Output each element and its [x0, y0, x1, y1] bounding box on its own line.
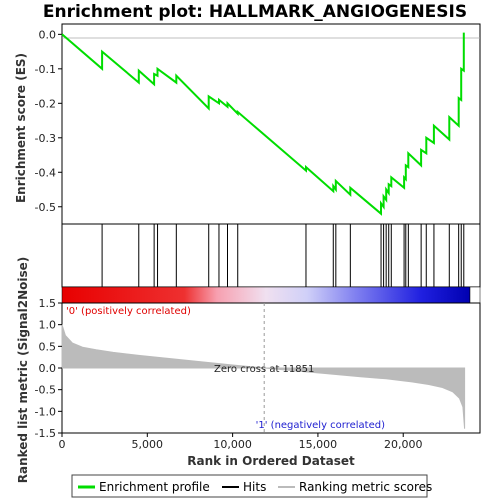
es-y-tick-label: -0.2: [35, 97, 56, 110]
legend-profile-label: Enrichment profile: [99, 480, 210, 494]
ranking-color-bar-end: [469, 286, 481, 304]
metric-y-tick-label: 1.5: [39, 297, 57, 310]
es-y-tick-label: -0.5: [35, 201, 56, 214]
legend-box: [71, 474, 428, 498]
zero-cross-label: Zero cross at 11851: [214, 364, 314, 375]
x-tick-label: 15,000: [299, 438, 338, 451]
x-axis-label: Rank in Ordered Dataset: [187, 454, 355, 468]
ranking-color-bar: [61, 286, 471, 304]
enrichment-profile-line: [61, 32, 465, 216]
x-tick-label: 10,000: [213, 438, 252, 451]
hits-panel-frame: [61, 223, 481, 288]
es-y-axis-label: Enrichment score (ES): [14, 53, 28, 203]
metric-y-tick-label: -1.5: [35, 427, 56, 440]
es-y-tick-label: -0.1: [35, 63, 56, 76]
es-y-tick-label: 0.0: [39, 28, 57, 41]
ranking-metric-area: [61, 324, 466, 429]
positive-correlation-label: '0' (positively correlated): [66, 306, 191, 317]
x-tick-label: 5,000: [132, 438, 164, 451]
negative-correlation-label: '1' (negatively correlated): [256, 420, 385, 431]
chart-title: Enrichment plot: HALLMARK_ANGIOGENESIS: [43, 2, 467, 22]
hit-marks: [101, 224, 465, 287]
metric-y-tick-label: -1.0: [35, 405, 56, 418]
x-axis: 0 5,000 10,000 15,000 20,000: [59, 433, 423, 451]
legend-metric-label: Ranking metric scores: [299, 480, 432, 494]
metric-y-axis: 1.5 1.0 0.5 0.0 -0.5 -1.0 -1.5: [35, 297, 62, 440]
metric-y-tick-label: 0.0: [39, 362, 57, 375]
es-y-axis: 0.0 -0.1 -0.2 -0.3 -0.4 -0.5: [35, 28, 62, 214]
metric-y-axis-label: Ranked list metric (Signal2Noise): [16, 257, 30, 484]
es-y-tick-label: -0.3: [35, 132, 56, 145]
metric-y-tick-label: -0.5: [35, 384, 56, 397]
x-tick-label: 20,000: [384, 438, 423, 451]
metric-y-tick-label: 0.5: [39, 340, 57, 353]
metric-y-tick-label: 1.0: [39, 319, 57, 332]
x-tick-label: 0: [59, 438, 66, 451]
es-panel-frame: [61, 23, 481, 225]
legend-hits-label: Hits: [243, 480, 266, 494]
es-y-tick-label: -0.4: [35, 166, 56, 179]
